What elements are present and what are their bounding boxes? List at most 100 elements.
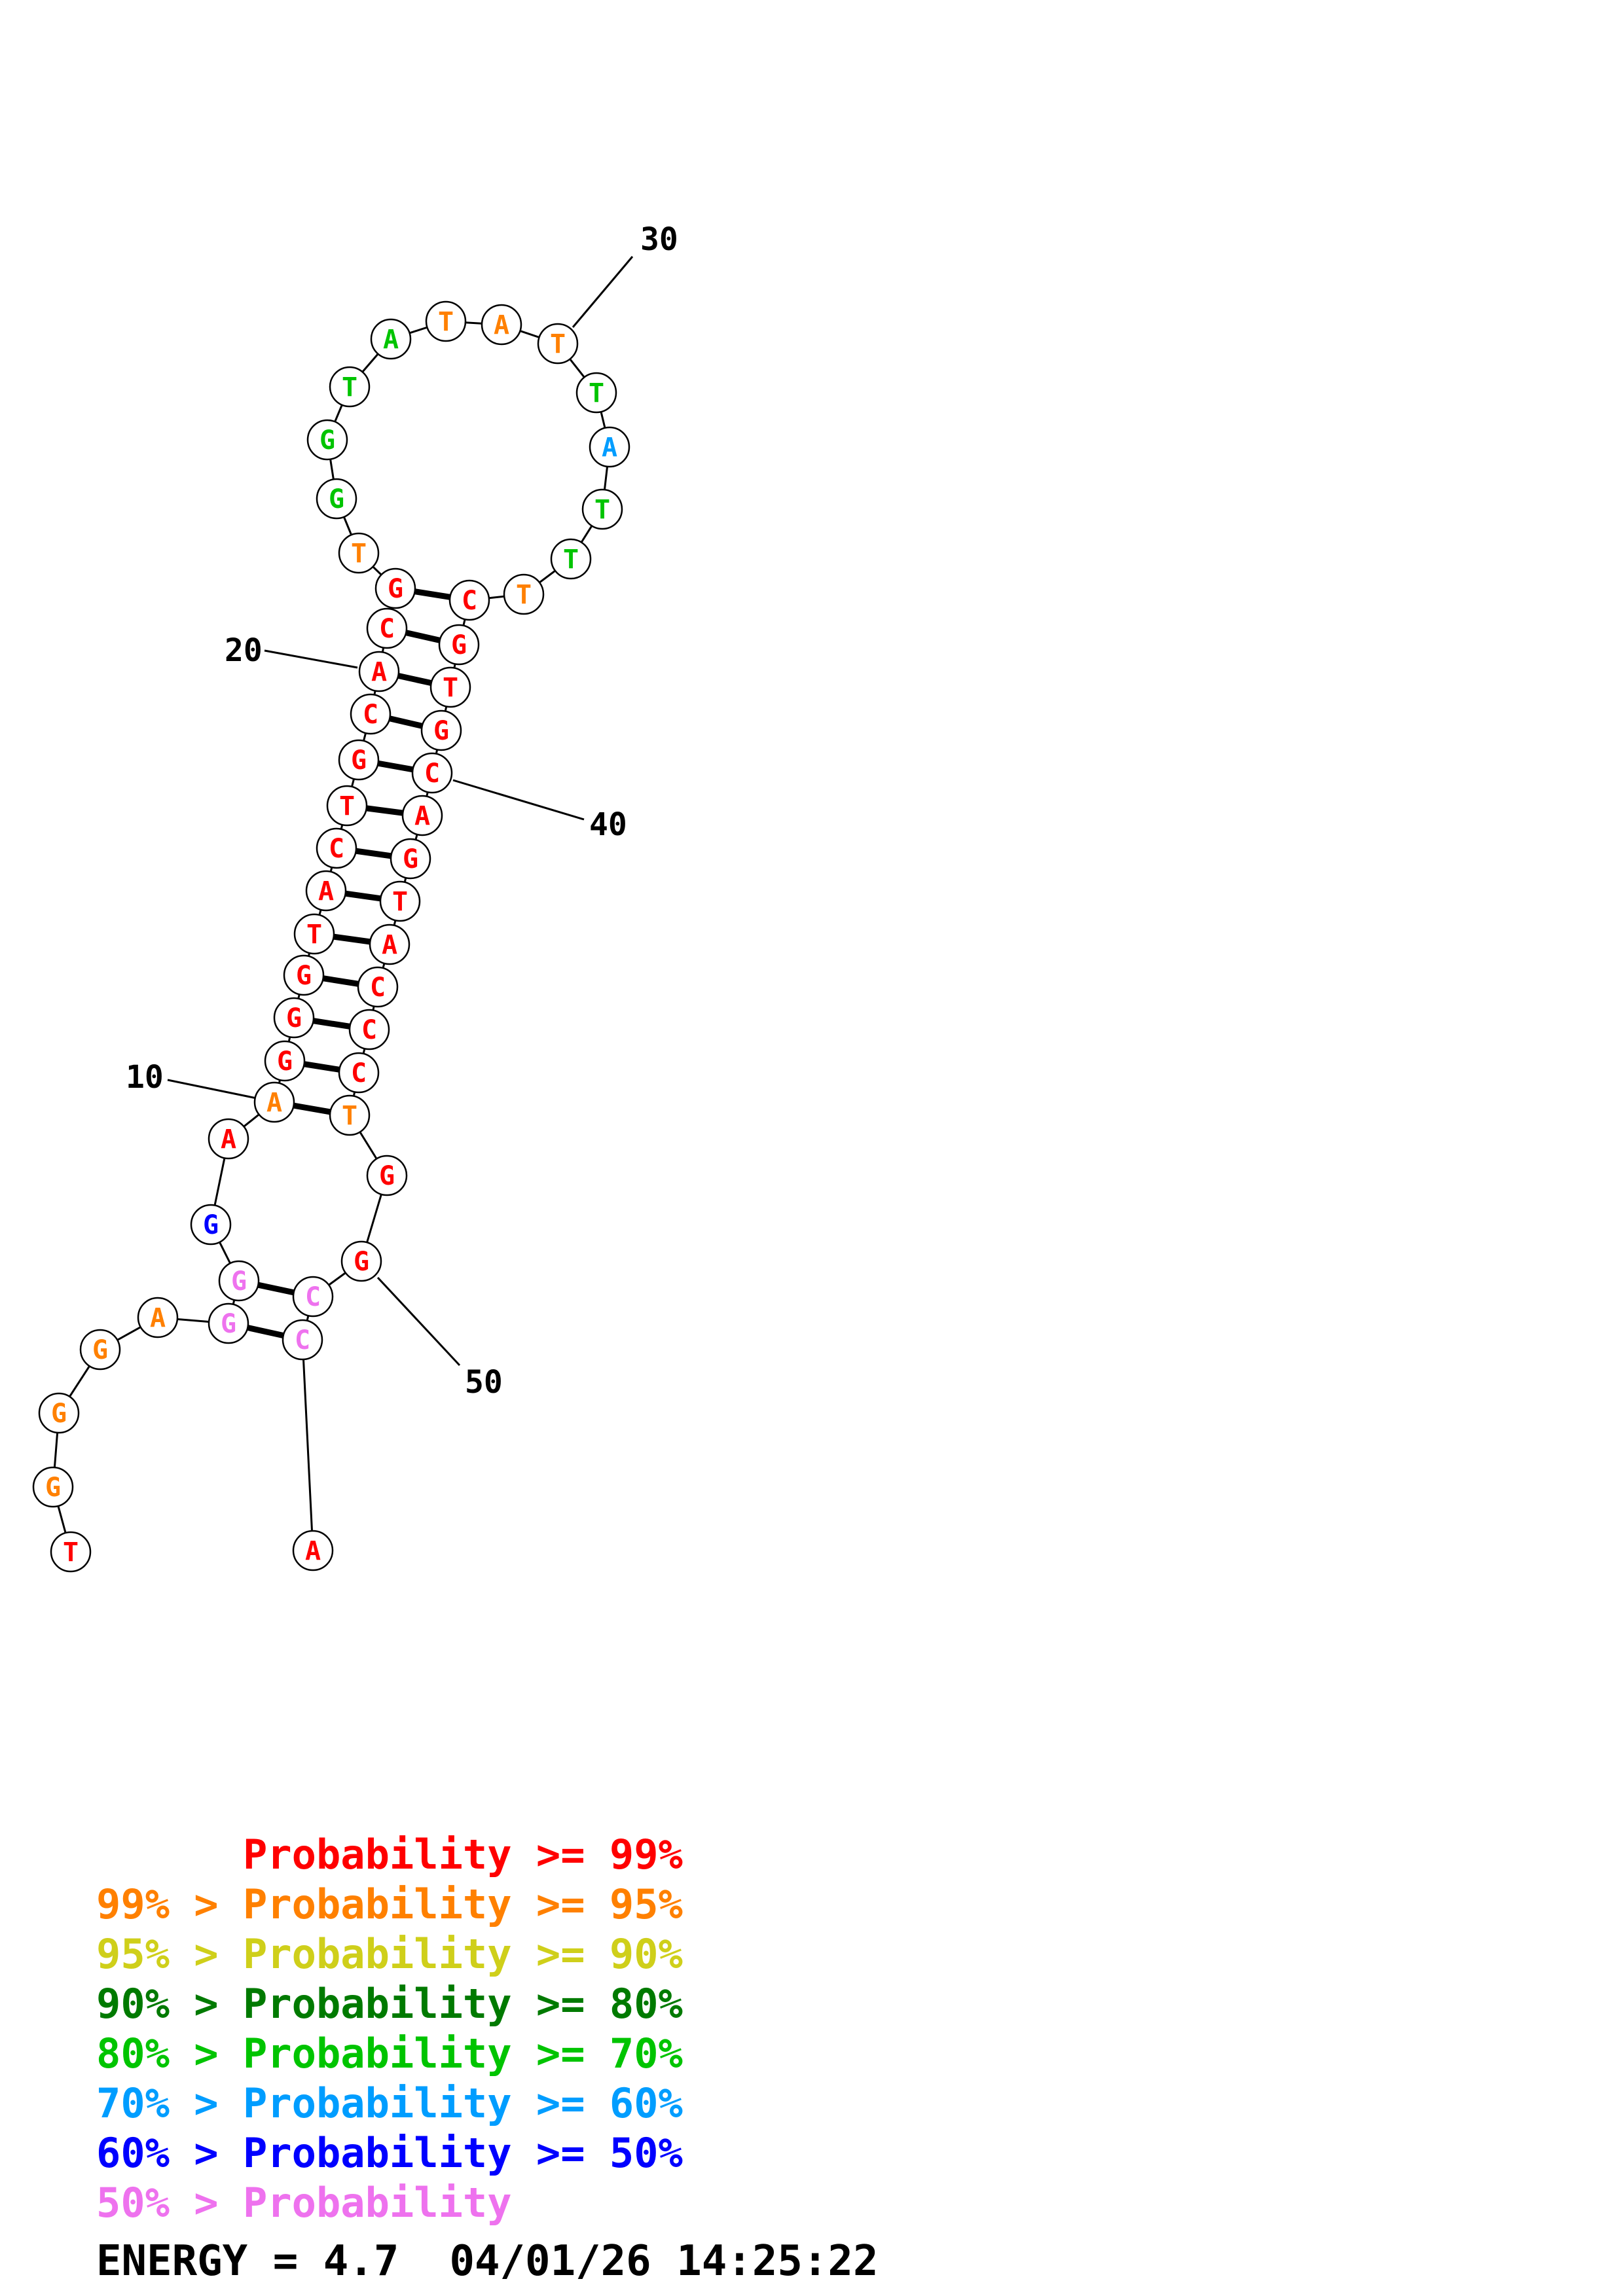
- nucleotide-circle: [38, 1392, 80, 1434]
- nucleotide-base: T: [392, 887, 408, 917]
- legend-row-8: 50% > Probability: [96, 2179, 512, 2227]
- nucleotide-base: G: [451, 630, 467, 660]
- nucleotide-circle: [326, 785, 368, 827]
- nucleotide-base: T: [594, 495, 610, 525]
- nucleotide-base: G: [51, 1399, 67, 1429]
- nucleotide-base: G: [403, 844, 418, 874]
- nucleotide-circle: [208, 1118, 249, 1160]
- nucleotide-base: T: [589, 378, 604, 408]
- nucleotide-base: A: [494, 310, 509, 340]
- nucleotide-circle: [390, 838, 431, 880]
- nucleotide-circle: [293, 913, 335, 955]
- position-label: 30: [640, 221, 678, 258]
- nucleotide-base: T: [563, 545, 579, 575]
- nucleotide-base: A: [305, 1536, 321, 1566]
- nucleotide-base: T: [339, 791, 355, 821]
- nucleotide-base: T: [306, 920, 322, 950]
- nucleotide-base: G: [286, 1003, 302, 1033]
- nucleotide-base: C: [424, 759, 440, 789]
- legend-row-6: 70% > Probability >= 60%: [96, 2079, 683, 2127]
- nucleotide-base: T: [516, 580, 532, 610]
- nucleotide-base: A: [371, 657, 387, 687]
- nucleotide-base: A: [318, 876, 334, 906]
- nucleotide-base: A: [150, 1303, 166, 1333]
- nucleotide-circle: [190, 1204, 232, 1246]
- nucleotide-base: C: [305, 1282, 321, 1312]
- nucleotide-circle: [357, 966, 399, 1008]
- nucleotide-circle: [253, 1081, 295, 1123]
- legend-row-4: 90% > Probability >= 80%: [96, 1980, 683, 2028]
- nucleotide-base: T: [351, 539, 367, 569]
- nucleotide-circle: [79, 1329, 121, 1371]
- nucleotide-base: A: [383, 325, 399, 355]
- nucleotide-base: C: [361, 1015, 377, 1045]
- nucleotide-base: A: [221, 1124, 236, 1155]
- nucleotide-circle: [425, 300, 467, 342]
- nucleotide-circle: [137, 1297, 179, 1338]
- nucleotide-base: T: [342, 372, 357, 403]
- nucleotide-circle: [292, 1530, 334, 1571]
- nucleotide-base: T: [63, 1537, 79, 1568]
- nucleotide-base: G: [296, 961, 312, 991]
- legend-row-7: 60% > Probability >= 50%: [96, 2129, 683, 2177]
- nucleotide-circle: [283, 954, 325, 996]
- nucleotide-circle: [575, 372, 617, 414]
- backbone-segment: [301, 1339, 314, 1551]
- energy-footer: ENERGY = 4.7 04/01/26 14:25:22: [96, 2237, 879, 2286]
- nucleotide-circle: [411, 752, 453, 794]
- nucleotide-base: A: [414, 801, 430, 831]
- nucleotide-circle: [503, 573, 545, 615]
- nucleotide-circle: [401, 795, 443, 836]
- nucleotide-circle: [366, 607, 408, 649]
- nucleotide-circle: [358, 651, 400, 692]
- nucleotide-circle: [329, 1094, 371, 1136]
- nucleotide-base: A: [382, 930, 397, 960]
- nucleotide-base: T: [342, 1101, 357, 1131]
- nucleotide-base: C: [295, 1325, 310, 1355]
- nucleotide-base: T: [550, 329, 566, 359]
- nucleotide-circle: [550, 538, 592, 580]
- label-leader-line: [452, 779, 585, 821]
- position-label: 40: [589, 806, 627, 843]
- nucleotide-base: C: [363, 700, 378, 730]
- nucleotide-circle: [581, 488, 623, 530]
- nucleotide-circle: [338, 1052, 380, 1094]
- nucleotide-base: G: [329, 484, 344, 514]
- nucleotide-circle: [348, 1009, 390, 1050]
- nucleotide-circle: [338, 739, 380, 781]
- nucleotide-circle: [316, 478, 357, 520]
- nucleotide-circle: [218, 1260, 260, 1302]
- nucleotide-circle: [338, 532, 380, 574]
- nucleotide-circle: [369, 924, 410, 965]
- nucleotide-circle: [589, 426, 630, 468]
- nucleotide-base: A: [602, 433, 617, 463]
- label-leader-line: [167, 1079, 257, 1100]
- nucleotide-circle: [340, 1240, 382, 1282]
- nucleotide-base: C: [351, 1058, 367, 1088]
- nucleotide-circle: [374, 567, 416, 609]
- nucleotide-circle: [366, 1155, 408, 1196]
- nucleotide-circle: [429, 666, 471, 708]
- nucleotide-circle: [292, 1276, 334, 1318]
- nucleotide-circle: [282, 1319, 323, 1361]
- nucleotide-base: G: [231, 1266, 247, 1297]
- nucleotide-base: G: [354, 1247, 369, 1277]
- legend-row-2: 99% > Probability >= 95%: [96, 1880, 683, 1928]
- position-label: 20: [225, 632, 263, 669]
- nucleotide-circle: [350, 693, 392, 735]
- nucleotide-circle: [273, 997, 315, 1039]
- nucleotide-circle: [329, 366, 371, 408]
- nucleotide-circle: [481, 304, 522, 346]
- nucleotide-base: G: [92, 1335, 108, 1365]
- nucleotide-base: G: [221, 1309, 236, 1339]
- nucleotide-base: T: [438, 307, 454, 337]
- nucleotide-circle: [208, 1302, 249, 1344]
- nucleotide-base: T: [443, 673, 458, 703]
- nucleotide-circle: [537, 323, 579, 365]
- probability-legend: Probability >= 99% 99% > Probability >= 9…: [96, 1830, 683, 2228]
- nucleotide-base: C: [379, 614, 395, 644]
- legend-row-3: 95% > Probability >= 90%: [96, 1930, 683, 1978]
- nucleotide-circle: [50, 1531, 92, 1573]
- nucleotide-base: C: [370, 973, 386, 1003]
